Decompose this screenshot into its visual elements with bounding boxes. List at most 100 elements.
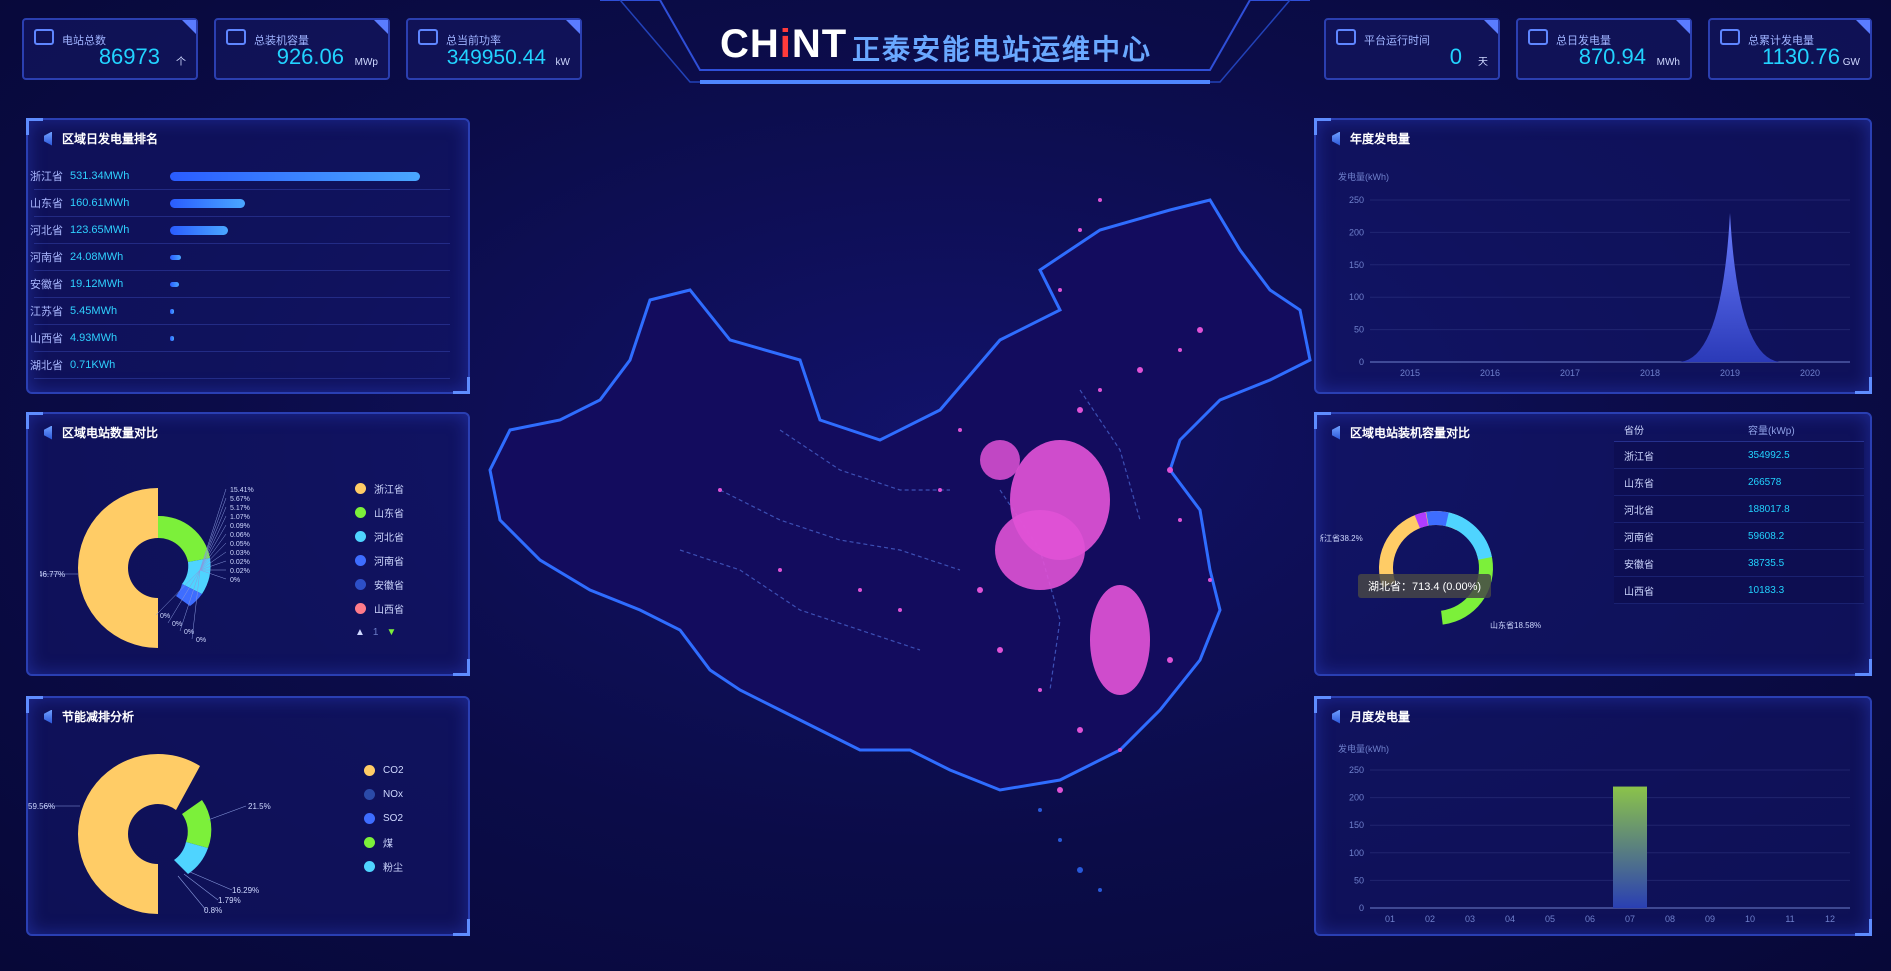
capacity-tooltip: 湖北省：713.4 (0.00%)	[1358, 574, 1492, 598]
station-count-title: 区域电站数量对比	[62, 426, 159, 440]
y-tick-label: 150	[1349, 260, 1364, 270]
ranking-row[interactable]: 河南省 24.08MWh	[30, 247, 182, 267]
tower-icon	[1720, 29, 1740, 45]
slice-leader-line	[199, 488, 227, 571]
china-map[interactable]	[480, 190, 1320, 910]
kpi-total-generation: 总累计发电量 1130.76 GW	[1708, 18, 1872, 80]
legend-item[interactable]: CO2	[364, 758, 404, 782]
ranking-row[interactable]: 山西省 4.93MWh	[30, 328, 174, 348]
x-tick-label: 2016	[1480, 368, 1500, 378]
slice-leader-line	[199, 524, 227, 571]
x-tick-label: 2017	[1560, 368, 1580, 378]
slice-label: 0%	[196, 637, 206, 644]
slice-label: 0.09%	[230, 523, 250, 530]
slice-label: 0%	[172, 621, 182, 628]
slice-label: 1.07%	[230, 514, 250, 521]
legend-item[interactable]: 河南省	[355, 548, 404, 572]
ranking-divider	[34, 324, 450, 325]
ranking-row[interactable]: 浙江省 531.34MWh	[30, 166, 420, 186]
ranking-row[interactable]: 山东省 160.61MWh	[30, 193, 245, 213]
legend-item[interactable]: 山东省	[355, 500, 404, 524]
capacity-title: 区域电站装机容量对比	[1350, 426, 1471, 440]
station-count-outer-label: 46.77%	[40, 570, 65, 579]
ranking-row[interactable]: 江苏省 5.45MWh	[30, 301, 174, 321]
slice-label: 15.41%	[230, 487, 254, 494]
slice-leader-line	[199, 533, 227, 571]
x-tick-label: 05	[1545, 914, 1555, 924]
monthly-ylabel: 发电量(kWh)	[1338, 744, 1389, 754]
y-tick-label: 250	[1349, 765, 1364, 775]
legend-item[interactable]: SO2	[364, 806, 404, 830]
ranking-panel: 区域日发电量排名	[26, 118, 470, 394]
area-peak[interactable]	[1680, 212, 1780, 362]
emission-chart: 59.56% 21.5% 16.29% 1.79% 0.8%	[28, 754, 271, 915]
x-tick-label: 06	[1585, 914, 1595, 924]
x-tick-label: 03	[1465, 914, 1475, 924]
ranking-bar	[170, 254, 182, 260]
legend-item[interactable]: 煤	[364, 830, 404, 854]
legend-item[interactable]: 粉尘	[364, 854, 404, 878]
ranking-divider	[34, 189, 450, 190]
ranking-divider	[34, 216, 450, 217]
slice-label: 0.02%	[230, 568, 250, 575]
y-tick-label: 100	[1349, 848, 1364, 858]
x-tick-label: 2019	[1720, 368, 1740, 378]
slice-leader-line	[199, 569, 227, 580]
ranking-row[interactable]: 湖北省 0.71KWh	[30, 359, 116, 372]
annual-ylabel: 发电量(kWh)	[1338, 172, 1389, 182]
monthly-chart: 250 200 150 100 50 0 01 02 03 04 05 06 07 08 09 10 11 12	[1349, 765, 1850, 924]
emission-outer-label: 59.56%	[28, 802, 55, 811]
legend-pager[interactable]: ▲ 1 ▼	[355, 626, 397, 638]
capacity-left-label: 浙江省38.2%	[1320, 533, 1363, 543]
station-icon	[34, 29, 54, 45]
slice-leader-line	[155, 569, 201, 616]
slice-label: 0%	[184, 629, 194, 636]
slice-label: 5.17%	[230, 505, 250, 512]
x-tick-label: 02	[1425, 914, 1435, 924]
x-tick-label: 07	[1625, 914, 1635, 924]
y-tick-label: 200	[1349, 227, 1364, 237]
x-tick-label: 11	[1785, 914, 1794, 924]
kpi-station-count: 电站总数 86973 个	[22, 18, 198, 80]
ranking-bar	[170, 225, 228, 235]
ranking-divider	[34, 243, 450, 244]
capacity-icon	[226, 29, 246, 45]
slice-leader-line	[199, 542, 227, 571]
legend-item[interactable]: 河北省	[355, 524, 404, 548]
ranking-divider	[34, 297, 450, 298]
table-row[interactable]: 浙江省 354992.5	[1614, 442, 1864, 469]
table-row[interactable]: 河北省 188017.8	[1614, 496, 1864, 523]
slice-leader-line	[199, 515, 227, 571]
y-tick-label: 50	[1354, 325, 1364, 335]
slice-label: 0%	[230, 577, 240, 584]
page-title: 正泰安能电站运维中心	[852, 34, 1153, 65]
y-tick-label: 250	[1349, 195, 1364, 205]
slice-label: 0.06%	[230, 532, 250, 539]
monthly-title: 月度发电量	[1350, 710, 1411, 724]
y-tick-label: 100	[1349, 292, 1364, 302]
ranking-bar	[170, 198, 245, 208]
x-tick-label: 04	[1505, 914, 1515, 924]
kpi-runtime: 平台运行时间 0 天	[1324, 18, 1500, 80]
legend-item[interactable]: NOx	[364, 782, 404, 806]
table-row[interactable]: 河南省 59608.2	[1614, 523, 1864, 550]
legend-item[interactable]: 山西省	[355, 596, 404, 620]
capacity-table: 省份 容量(kWp) 浙江省 354992.5 山东省 266578 河北省 1880…	[1614, 418, 1864, 604]
y-tick-label: 150	[1349, 820, 1364, 830]
legend-item[interactable]: 安徽省	[355, 572, 404, 596]
ranking-row[interactable]: 安徽省 19.12MWh	[30, 274, 179, 294]
table-row[interactable]: 山西省 10183.3	[1614, 577, 1864, 604]
ranking-row[interactable]: 河北省 123.65MWh	[30, 220, 228, 240]
slice-label: 0%	[160, 613, 170, 620]
legend-item[interactable]: 浙江省	[355, 476, 404, 500]
power-icon	[418, 29, 438, 45]
x-tick-label: 12	[1825, 914, 1835, 924]
emission-right-label: 21.5%	[248, 802, 271, 811]
ranking-title: 区域日发电量排名	[62, 132, 159, 146]
table-row[interactable]: 安徽省 38735.5	[1614, 550, 1864, 577]
bar[interactable]	[1613, 786, 1647, 908]
kpi-installed-capacity: 总装机容量 926.06 MWp	[214, 18, 390, 80]
kpi-daily-generation: 总日发电量 870.94 MWh	[1516, 18, 1692, 80]
table-row[interactable]: 山东省 266578	[1614, 469, 1864, 496]
ranking-divider	[34, 351, 450, 352]
